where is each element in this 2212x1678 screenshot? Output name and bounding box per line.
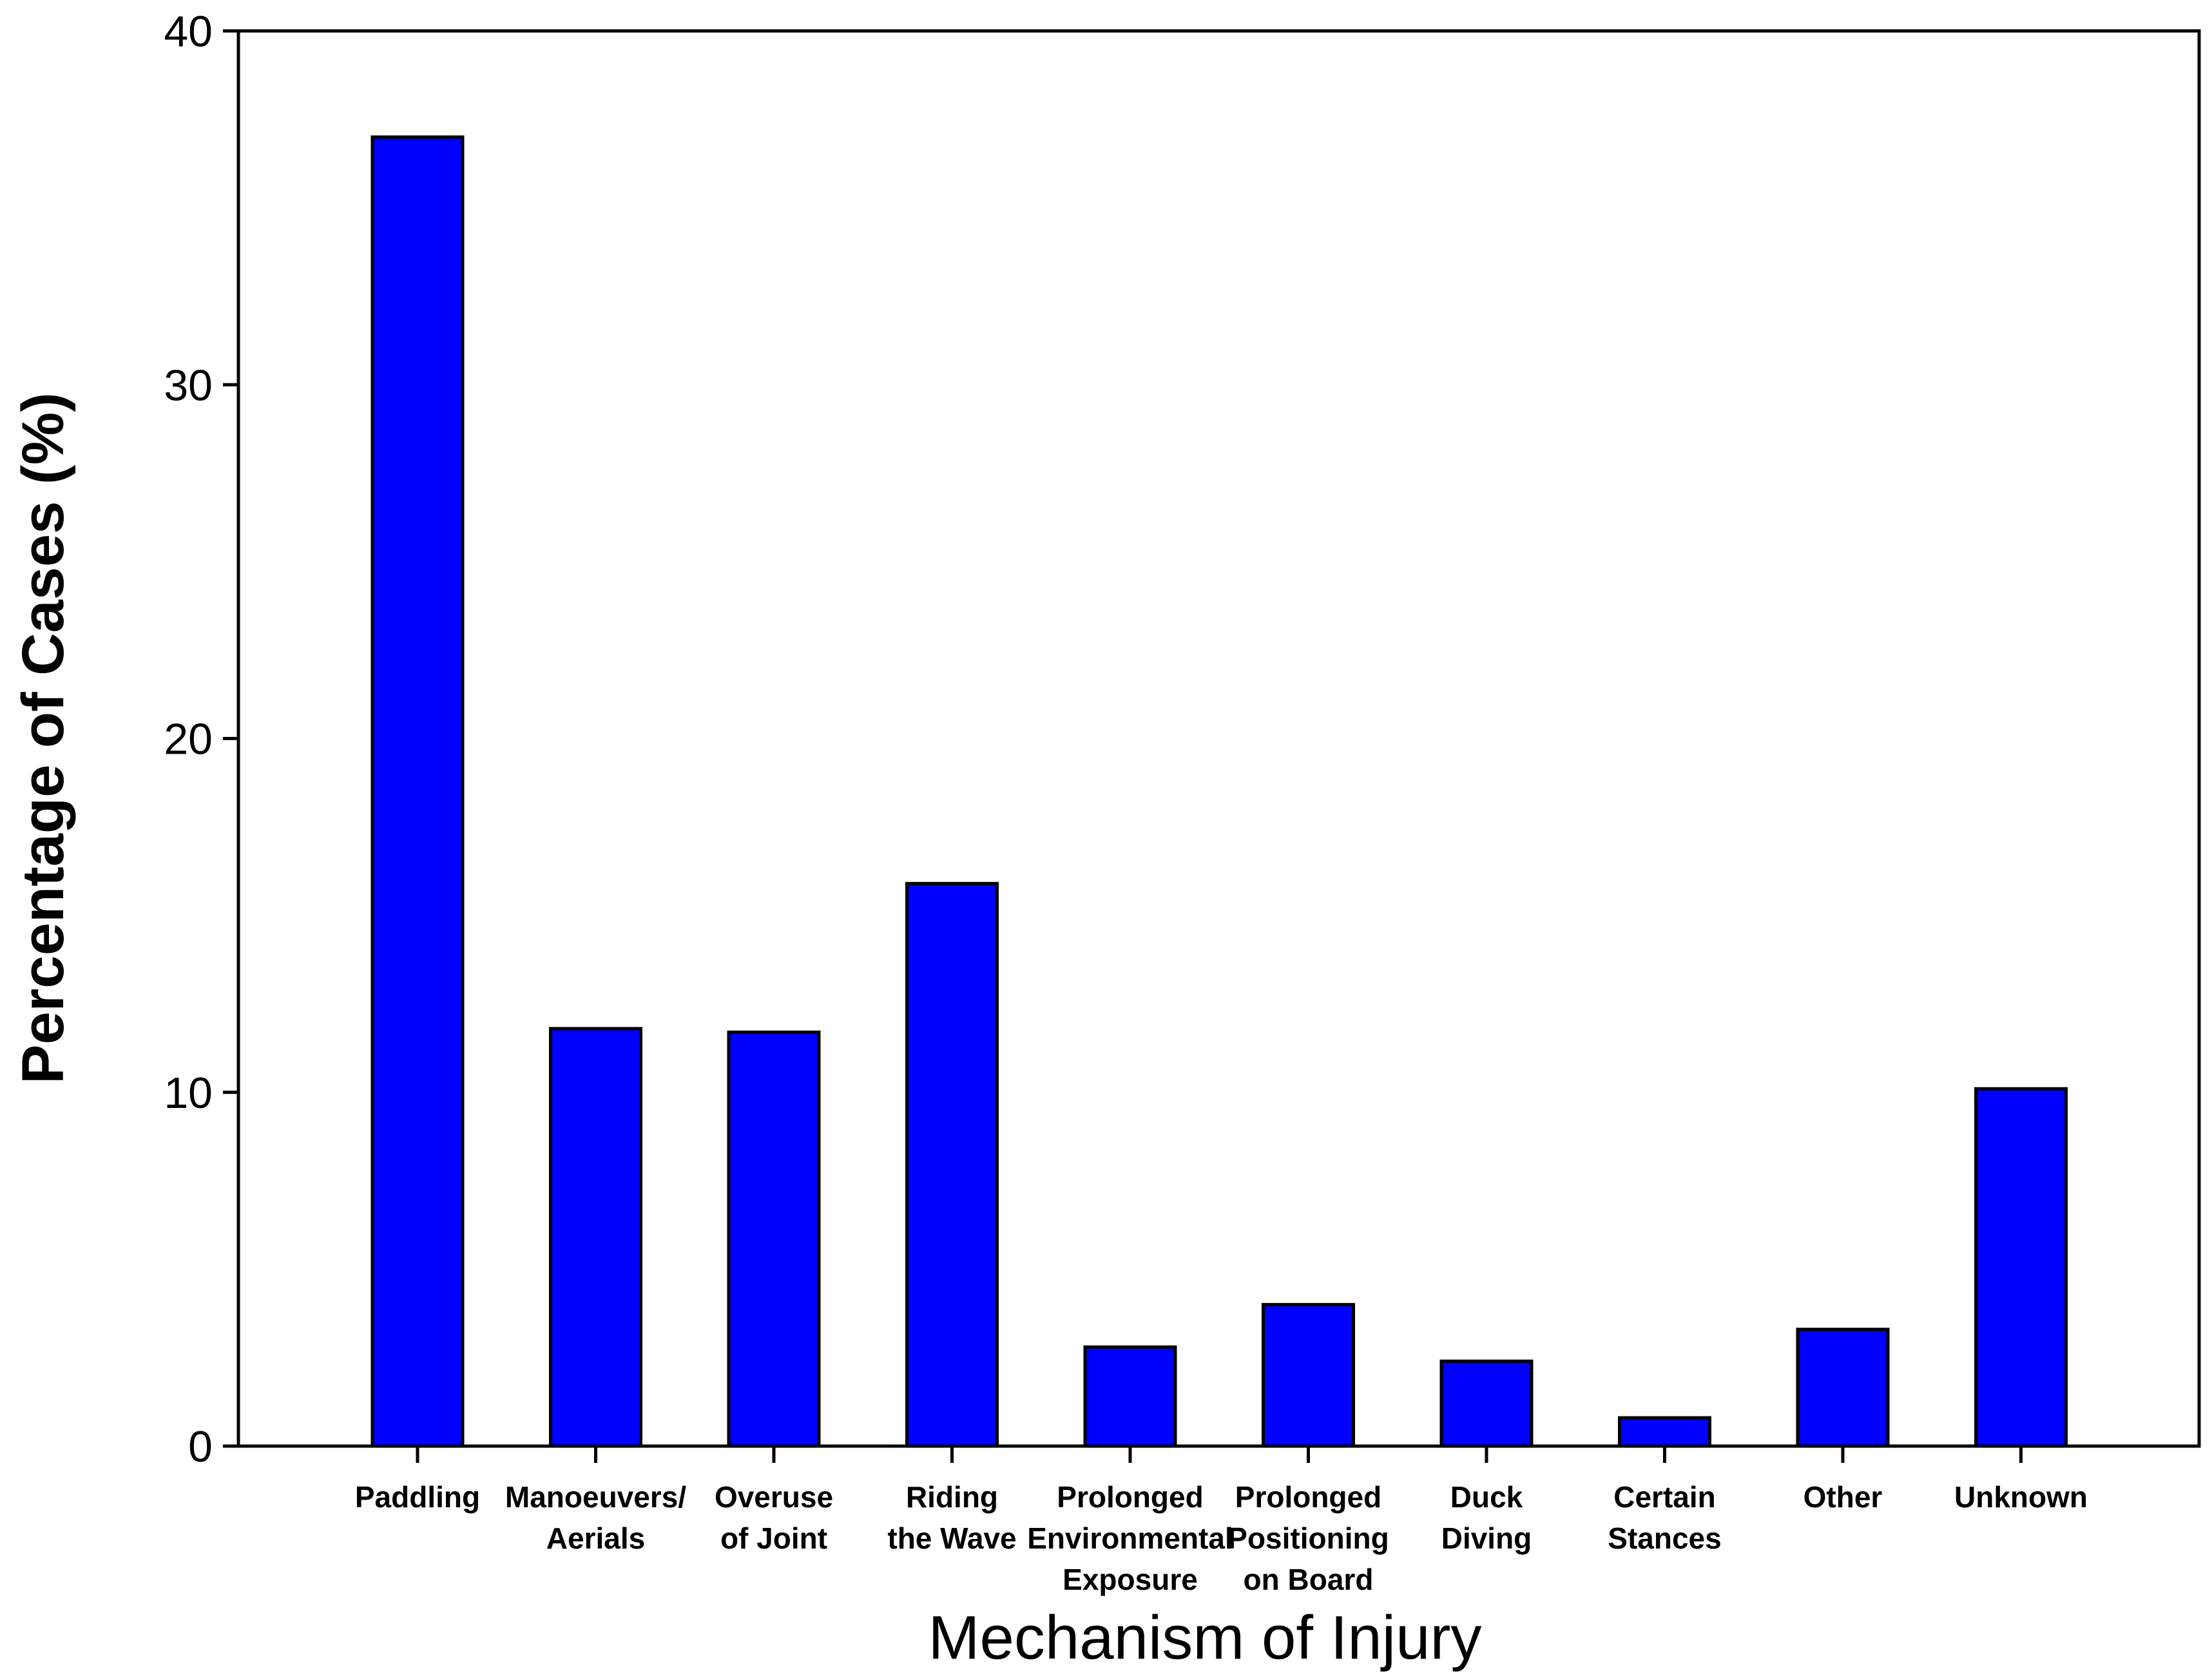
bar-6	[1439, 1359, 1534, 1448]
bars-group	[370, 135, 2068, 1448]
bar-3	[905, 882, 999, 1448]
x-axis-title: Mechanism of Injury	[928, 1603, 1482, 1672]
bar-1	[549, 1027, 642, 1448]
y-tick-label-1: 10	[164, 1069, 213, 1118]
x-tick-label-4: Prolonged Environmental Exposure	[1027, 1480, 1233, 1596]
x-tick-label-line: Riding	[906, 1480, 998, 1514]
x-tick-label-line: Prolonged	[1235, 1480, 1381, 1514]
x-tick-label-line: Duck	[1450, 1480, 1523, 1514]
x-tick-label-line: Environmental	[1027, 1521, 1233, 1555]
x-tick-label-3: Riding the Wave	[887, 1480, 1016, 1555]
x-tick-label-7: Certain Stances	[1608, 1480, 1721, 1555]
x-tick-label-8: Other	[1803, 1480, 1883, 1514]
bar-4	[1083, 1345, 1177, 1448]
x-tick-label-line: of Joint	[720, 1521, 827, 1555]
x-tick-label-line: Overuse	[715, 1480, 833, 1514]
x-tick-label-line: Prolonged	[1057, 1480, 1203, 1514]
y-tick-label-3: 30	[164, 361, 213, 410]
x-tick-label-line: on Board	[1244, 1563, 1374, 1596]
x-tick-label-line: Stances	[1608, 1521, 1721, 1555]
bar-5	[1262, 1302, 1355, 1448]
x-tick-label-line: the Wave	[887, 1521, 1016, 1555]
y-axis-title: Percentage of Cases (%)	[10, 392, 76, 1084]
x-tick-label-line: Certain	[1613, 1480, 1715, 1514]
x-axis: Paddling Manoeuvers/Aerials Overuse of Join…	[355, 1446, 2088, 1596]
x-tick-label-line: Unknown	[1954, 1480, 2088, 1514]
bar-7	[1618, 1416, 1711, 1448]
y-tick-label-2: 20	[164, 715, 213, 764]
x-tick-label-line: Other	[1803, 1480, 1883, 1514]
x-tick-label-line: Paddling	[355, 1480, 480, 1514]
x-tick-label-5: Prolonged Positioning on Board	[1227, 1480, 1389, 1596]
y-tick-label-0: 0	[188, 1422, 213, 1471]
x-tick-label-line: Manoeuvers/	[505, 1480, 686, 1514]
x-tick-label-line: Aerials	[546, 1521, 645, 1555]
x-tick-label-2: Overuse of Joint	[715, 1480, 833, 1555]
plot-frame	[236, 29, 2201, 1448]
x-tick-label-6: Duck Diving	[1441, 1480, 1532, 1555]
x-tick-label-line: Diving	[1441, 1521, 1532, 1555]
bar-2	[727, 1030, 821, 1448]
x-tick-label-1: Manoeuvers/Aerials	[505, 1480, 686, 1555]
x-tick-label-9: Unknown	[1954, 1480, 2088, 1514]
y-tick-label-4: 40	[164, 7, 213, 56]
bar-8	[1796, 1328, 1890, 1448]
bar-0	[370, 135, 465, 1448]
bar-9	[1974, 1087, 2068, 1448]
y-axis: 0 10 20 30 40	[164, 7, 238, 1471]
x-tick-label-0: Paddling	[355, 1480, 480, 1514]
x-tick-label-line: Positioning	[1227, 1521, 1389, 1555]
x-tick-label-line: Exposure	[1063, 1563, 1198, 1596]
